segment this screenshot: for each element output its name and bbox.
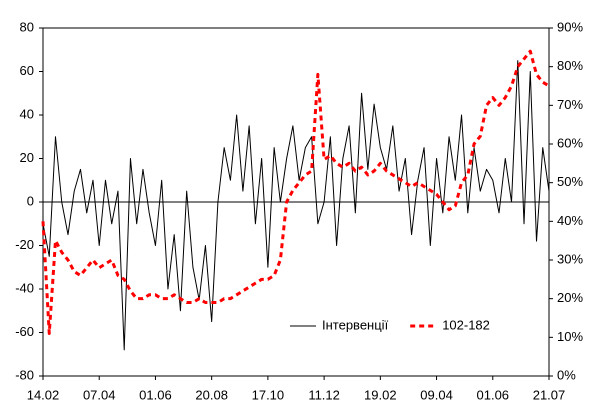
series-line: [42, 60, 550, 351]
y-tick-label: 40: [20, 106, 34, 121]
y-tick-label: 0: [27, 193, 34, 208]
x-tick-label: 01.06: [139, 387, 172, 402]
y-tick-label: -40: [15, 280, 34, 295]
y-tick-label: 60: [20, 63, 34, 78]
y-tick-label: -80: [15, 367, 34, 382]
x-tick-label: 20.08: [195, 387, 228, 402]
x-tick-label: 11.12: [308, 387, 340, 402]
y2-tick-label: 10%: [557, 329, 583, 344]
y2-tick-label: 20%: [557, 290, 583, 305]
y2-tick-label: 60%: [557, 135, 583, 150]
y2-tick-label: 40%: [557, 213, 583, 228]
y2-tick-label: 80%: [557, 58, 583, 73]
y-tick-label: 80: [20, 19, 34, 34]
y-tick-label: 20: [20, 150, 34, 165]
x-tick-label: 01.06: [477, 387, 510, 402]
x-tick-label: 07.04: [83, 387, 116, 402]
y2-tick-label: 0%: [557, 367, 576, 382]
legend-label: Інтервенції: [322, 317, 389, 332]
y2-tick-label: 90%: [557, 19, 583, 34]
x-tick-label: 21.07: [533, 387, 566, 402]
legend-label: 102-182: [442, 317, 490, 332]
x-tick-label: 17.10: [252, 387, 285, 402]
x-tick-label: 09.04: [420, 387, 453, 402]
y2-tick-label: 50%: [557, 174, 583, 189]
y-tick-label: -20: [15, 237, 34, 252]
y2-tick-label: 70%: [557, 97, 583, 112]
x-tick-label: 14.02: [27, 387, 60, 402]
y-tick-label: -60: [15, 324, 34, 339]
series-line: [41, 49, 550, 335]
y2-tick-label: 30%: [557, 251, 583, 266]
x-tick-label: 19.02: [364, 387, 397, 402]
